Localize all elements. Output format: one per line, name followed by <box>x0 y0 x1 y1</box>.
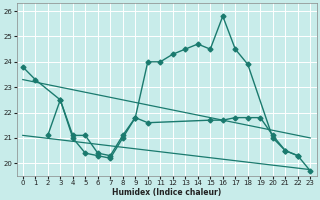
X-axis label: Humidex (Indice chaleur): Humidex (Indice chaleur) <box>112 188 221 197</box>
